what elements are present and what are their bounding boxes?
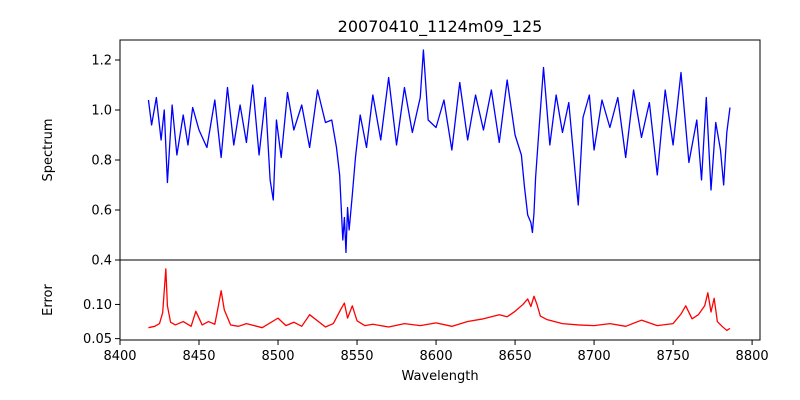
x-tick-label: 8700: [578, 349, 611, 364]
error-panel: 0.05 0.10 Error: [41, 259, 761, 347]
error-plot-frame: [119, 259, 761, 341]
x-tick-label: 8450: [182, 349, 215, 364]
x-tick-label: 8400: [103, 349, 136, 364]
x-axis-label: Wavelength: [401, 369, 478, 384]
error-series-line: [148, 268, 731, 332]
spectrum-panel: 0.4 0.6 0.8 1.0 1.2 Spectrum: [41, 39, 761, 269]
spectrum-y-tick-label: 0.8: [91, 154, 112, 169]
spectrum-y-tick-label: 1.2: [91, 54, 112, 69]
spectrum-y-tick-label: 1.0: [91, 104, 112, 119]
spectrum-y-tick-label: 0.6: [91, 204, 112, 219]
chart-title: 20070410_1124m09_125: [338, 17, 543, 37]
spectrum-y-tick-label: 0.4: [91, 254, 112, 269]
x-tick-label: 8550: [340, 349, 373, 364]
x-tick-label: 8800: [736, 349, 769, 364]
x-axis-ticks: 8400 8450 8500 8550 8600 8650 8700 8750 8800: [103, 340, 769, 364]
x-tick-label: 8600: [420, 349, 453, 364]
spectrum-y-ticks: 0.4 0.6 0.8 1.0 1.2: [91, 54, 120, 269]
error-y-ticks: 0.05 0.10: [83, 298, 120, 347]
x-tick-label: 8500: [261, 349, 294, 364]
spectrum-series-line: [147, 49, 731, 254]
x-tick-label: 8650: [499, 349, 532, 364]
error-y-axis-label: Error: [41, 284, 56, 316]
error-y-tick-label: 0.10: [83, 298, 112, 313]
x-tick-label: 8750: [657, 349, 690, 364]
error-y-tick-label: 0.05: [83, 332, 112, 347]
spectrum-y-axis-label: Spectrum: [41, 119, 56, 182]
